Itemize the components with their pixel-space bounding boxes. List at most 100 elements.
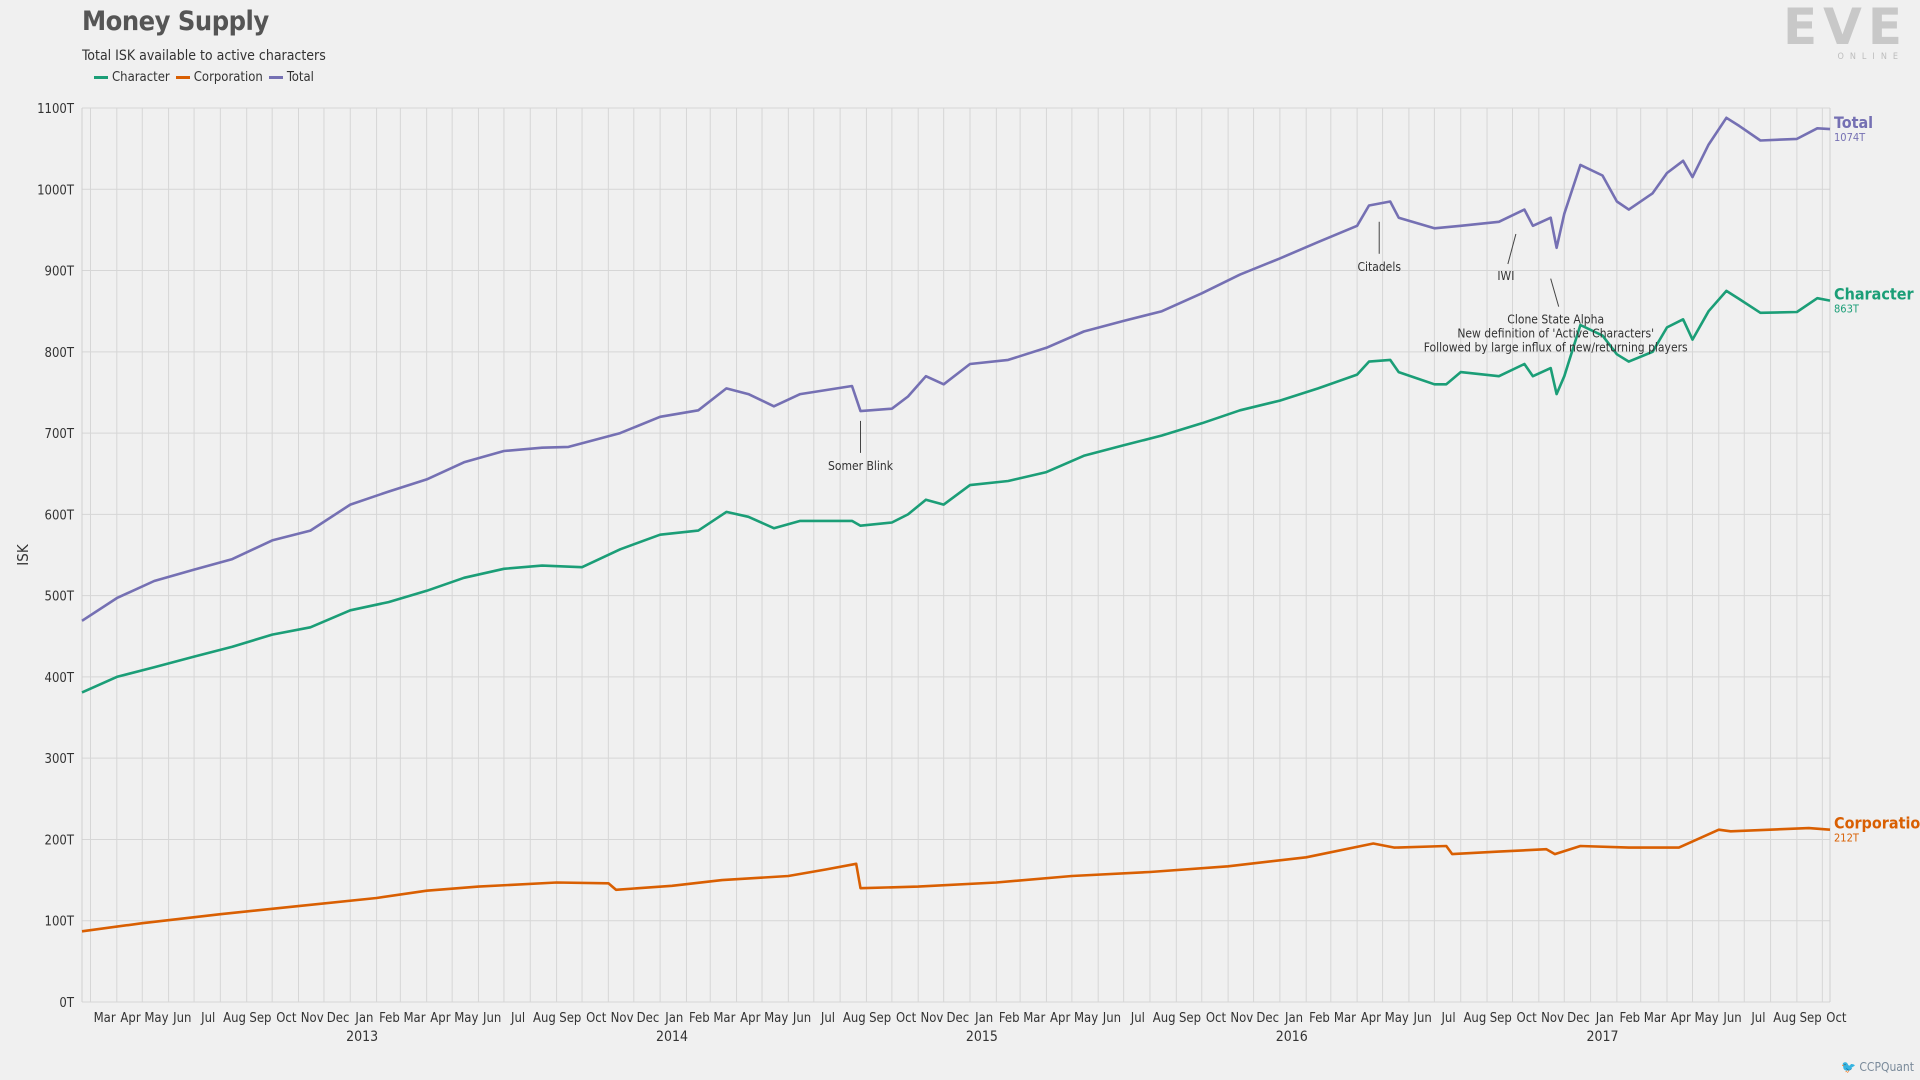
end-label-corporation: Corporation — [1834, 814, 1920, 833]
x-tick-label: Aug — [533, 1011, 556, 1026]
series-line-corporation — [81, 826, 1831, 933]
x-tick-label: Jul — [200, 1011, 215, 1026]
y-tick-label: 400T — [45, 671, 75, 686]
x-tick-label: Jun — [1413, 1011, 1432, 1026]
x-tick-label: Oct — [1206, 1011, 1227, 1026]
x-tick-label: Aug — [1153, 1011, 1176, 1026]
eve-online-logo: EVE ONLINE — [1768, 2, 1908, 62]
x-tick-label: Apr — [1050, 1011, 1070, 1026]
credit: 🐦 CCPQuant — [1841, 1060, 1914, 1074]
x-tick-label: Aug — [843, 1011, 866, 1026]
x-tick-label: Jan — [664, 1011, 683, 1026]
x-tick-label: Jun — [482, 1011, 501, 1026]
x-year-label: 2015 — [966, 1029, 998, 1045]
y-axis-label: ISK — [14, 543, 32, 566]
x-tick-label: Jul — [820, 1011, 835, 1026]
x-tick-label: Apr — [1361, 1011, 1381, 1026]
x-tick-label: Apr — [1671, 1011, 1691, 1026]
x-tick-label: May — [1385, 1011, 1409, 1026]
x-year-label: 2017 — [1586, 1029, 1618, 1045]
x-tick-label: May — [764, 1011, 788, 1026]
legend-item-character[interactable]: Character — [94, 70, 170, 85]
legend-label-character: Character — [112, 70, 170, 85]
x-tick-label: Jul — [1130, 1011, 1145, 1026]
x-tick-label: Sep — [249, 1011, 271, 1026]
logo-sub: ONLINE — [1837, 52, 1904, 62]
x-tick-label: Aug — [223, 1011, 246, 1026]
y-tick-label: 900T — [45, 265, 75, 280]
legend-swatch-character — [94, 76, 108, 79]
y-tick-label: 0T — [59, 996, 74, 1011]
legend-swatch-total — [268, 76, 283, 79]
x-tick-label: Jun — [172, 1011, 191, 1026]
x-tick-label: Dec — [327, 1011, 350, 1026]
x-tick-label: Nov — [921, 1011, 944, 1026]
x-tick-label: Feb — [379, 1011, 400, 1026]
y-tick-label: 300T — [45, 752, 75, 767]
x-tick-label: Dec — [1256, 1011, 1279, 1026]
x-tick-label: Mar — [1334, 1011, 1356, 1026]
annotation-leader-iwi — [1507, 233, 1517, 265]
x-tick-label: Oct — [276, 1011, 297, 1026]
end-value-corporation: 212T — [1834, 832, 1860, 845]
x-tick-label: Feb — [1619, 1011, 1640, 1026]
annotation-clone-state-alpha: Clone State Alpha — [1507, 313, 1604, 327]
x-tick-label: Mar — [713, 1011, 735, 1026]
x-tick-label: Dec — [637, 1011, 660, 1026]
x-tick-label: Jul — [1440, 1011, 1455, 1026]
x-tick-label: Dec — [947, 1011, 970, 1026]
x-year-label: 2014 — [656, 1029, 688, 1045]
x-tick-label: Jun — [1102, 1011, 1121, 1026]
x-tick-label: Jan — [1284, 1011, 1303, 1026]
x-tick-label: Oct — [1826, 1011, 1847, 1026]
x-tick-label: Feb — [1309, 1011, 1330, 1026]
y-tick-label: 1100T — [37, 102, 75, 117]
x-tick-label: May — [144, 1011, 168, 1026]
y-tick-label: 100T — [45, 915, 75, 930]
end-label-character: Character — [1834, 285, 1915, 304]
legend-item-corporation[interactable]: Corporation — [175, 70, 263, 85]
x-tick-label: Jun — [792, 1011, 811, 1026]
annotation-new-definition: New definition of 'Active Characters' — [1457, 327, 1654, 341]
legend-item-total[interactable]: Total — [268, 70, 314, 85]
legend-label-total: Total — [286, 70, 314, 85]
y-tick-label: 1000T — [37, 183, 75, 198]
x-year-label: 2013 — [346, 1029, 378, 1045]
x-tick-label: Apr — [740, 1011, 760, 1026]
x-tick-label: Oct — [896, 1011, 917, 1026]
x-tick-label: Aug — [1463, 1011, 1486, 1026]
x-tick-label: Sep — [1179, 1011, 1201, 1026]
series-line-character — [81, 289, 1831, 694]
x-tick-label: Apr — [430, 1011, 450, 1026]
x-tick-label: May — [454, 1011, 478, 1026]
y-tick-label: 600T — [45, 508, 75, 523]
x-tick-label: Jan — [974, 1011, 993, 1026]
x-tick-label: Jul — [510, 1011, 525, 1026]
x-tick-label: Sep — [869, 1011, 891, 1026]
x-tick-label: Mar — [94, 1011, 116, 1026]
annotations: Somer Blink Citadels IWI Clone State AlphaN… — [828, 221, 1688, 473]
credit-label: CCPQuant — [1859, 1060, 1914, 1074]
x-tick-label: Jan — [1595, 1011, 1614, 1026]
annotation-influx: Followed by large influx of new/returnin… — [1424, 341, 1688, 355]
annotation-citadels: Citadels — [1357, 260, 1401, 274]
series-line-total — [81, 116, 1831, 622]
x-tick-label: May — [1695, 1011, 1719, 1026]
y-tick-label: 200T — [45, 833, 75, 848]
y-tick-label: 500T — [45, 590, 75, 605]
grid — [81, 107, 1831, 1003]
x-tick-label: Apr — [120, 1011, 140, 1026]
x-tick-label: Sep — [559, 1011, 581, 1026]
x-tick-label: Feb — [999, 1011, 1020, 1026]
annotation-leader-clone-state — [1550, 278, 1560, 307]
annotation-iwi: IWI — [1497, 269, 1514, 283]
x-tick-label: Dec — [1567, 1011, 1590, 1026]
chart-title: Money Supply — [82, 6, 269, 37]
y-tick-label: 700T — [45, 427, 75, 442]
axes: 0T 100T 200T 300T 400T 500T 600T 700T 800T 900T 10… — [14, 102, 1847, 1045]
legend-swatch-corporation — [175, 76, 190, 79]
x-tick-label: Oct — [1517, 1011, 1538, 1026]
x-tick-label: Aug — [1773, 1011, 1796, 1026]
